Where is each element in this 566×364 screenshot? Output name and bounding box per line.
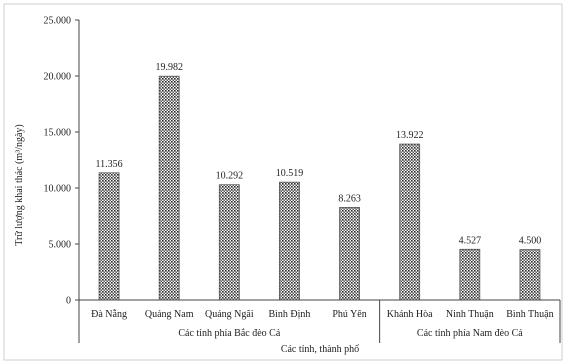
x-tick-label: Đà Nẵng bbox=[91, 309, 127, 320]
bar bbox=[279, 181, 300, 301]
bar bbox=[399, 143, 421, 301]
bar bbox=[339, 207, 360, 301]
chart-frame bbox=[3, 3, 563, 361]
bar bbox=[519, 249, 541, 301]
bar bbox=[98, 172, 120, 301]
x-tick-label: Khánh Hòa bbox=[387, 309, 433, 320]
x-tick-label: Phú Yên bbox=[332, 309, 366, 320]
x-axis: Đà Nẵng Quảng Nam Quảng Ngãi Bình Định Phú Y… bbox=[78, 299, 561, 343]
bar bbox=[158, 75, 180, 301]
y-axis: 0 5.000 10.000 15.000 20.000 25.000 bbox=[44, 16, 80, 307]
x-tick-label: Quảng Nam bbox=[145, 309, 194, 320]
x-tick-label: Bình Thuận bbox=[506, 309, 553, 320]
data-label: 11.356 bbox=[95, 159, 122, 170]
bar bbox=[218, 184, 240, 301]
y-axis-title: Trữ lượng khai thác (m³/ngày) bbox=[14, 124, 25, 246]
bar bbox=[459, 248, 481, 301]
data-label: 10.519 bbox=[276, 168, 304, 179]
data-label: 8.263 bbox=[338, 193, 361, 204]
x-tick-label: Ninh Thuận bbox=[446, 309, 494, 320]
group-label: Các tỉnh phía Nam đèo Cả bbox=[417, 328, 523, 339]
data-label: 19.982 bbox=[155, 62, 183, 73]
group-label: Các tỉnh phía Bắc đèo Cả bbox=[178, 328, 280, 339]
y-tick-label: 0 bbox=[66, 296, 71, 307]
y-tick-label: 25.000 bbox=[44, 16, 72, 27]
data-label: 4.500 bbox=[519, 236, 542, 247]
x-tick-label: Bình Định bbox=[268, 309, 310, 320]
data-label: 10.292 bbox=[216, 171, 244, 182]
data-label: 13.922 bbox=[396, 130, 424, 141]
x-tick-label: Quảng Ngãi bbox=[205, 309, 254, 320]
data-labels-group: 11.356 19.982 10.292 10.519 8.263 13.922 4.527… bbox=[95, 62, 541, 246]
y-tick-label: 20.000 bbox=[44, 72, 72, 83]
y-tick-label: 5.000 bbox=[49, 240, 72, 251]
y-tick-label: 10.000 bbox=[44, 184, 72, 195]
x-axis-title: Các tỉnh, thành phố bbox=[281, 344, 359, 355]
y-tick-label: 15.000 bbox=[44, 128, 72, 139]
data-label: 4.527 bbox=[459, 235, 482, 246]
bars-group bbox=[98, 75, 541, 301]
